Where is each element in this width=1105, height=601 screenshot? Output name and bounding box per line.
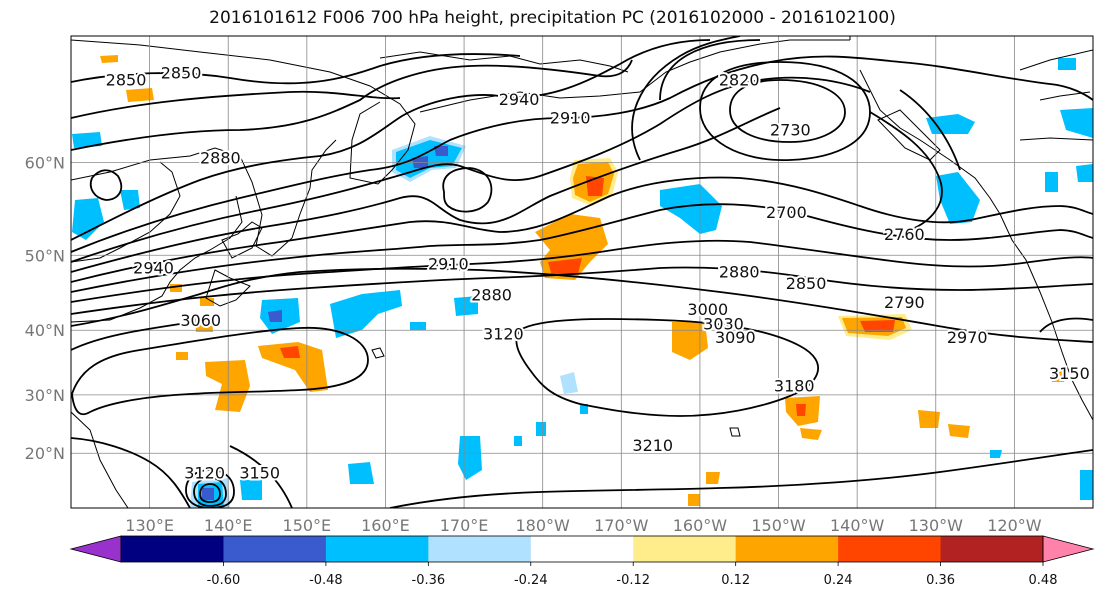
colorbar-segment [735, 536, 839, 562]
contour-label: 2880 [719, 262, 760, 281]
latitude-label: 60°N [25, 154, 65, 173]
contour-label: 2910 [428, 254, 469, 273]
map-area: 2850 2850 2940 2910 2820 2730 2880 2700 2760 2940… [71, 36, 1105, 508]
contour-label: 2790 [884, 293, 925, 312]
longitude-label: 170°E [440, 516, 489, 535]
colorbar-segment [325, 536, 429, 562]
colorbar-segment [838, 536, 942, 562]
latitude-labels: 60°N 50°N 40°N 30°N 20°N [25, 154, 65, 464]
colorbar-segment [633, 536, 737, 562]
colorbar-tick-label: -0.36 [412, 573, 446, 588]
longitude-label: 130°W [909, 516, 964, 535]
longitude-label: 150°W [751, 516, 806, 535]
map-frame [70, 35, 1094, 509]
longitude-label: 140°W [830, 516, 885, 535]
map-title: 2016101612 F006 700 hPa height, precipit… [209, 8, 896, 28]
colorbar-segment [121, 536, 224, 562]
contour-label: 3180 [774, 377, 815, 396]
colorbar-tick-label: 0.36 [926, 573, 955, 588]
longitude-label: 180°W [516, 516, 571, 535]
colorbar-tick-label: -0.48 [309, 573, 343, 588]
longitude-labels: 130°E 140°E 150°E 160°E 170°E 180°W 170°W 160°W… [125, 516, 1041, 535]
contour-label: 2700 [766, 203, 807, 222]
contour-label: 2910 [550, 109, 591, 128]
contour-label: 3090 [715, 328, 756, 347]
latitude-label: 20°N [25, 444, 65, 463]
longitude-label: 150°E [283, 516, 332, 535]
contour-label: 3000 [687, 300, 728, 319]
contour-label: 2760 [884, 225, 925, 244]
contour-label: 2940 [133, 258, 174, 277]
colorbar-tick-label: 0.12 [721, 573, 750, 588]
latitude-label: 30°N [25, 386, 65, 405]
contour-label: 2850 [786, 274, 827, 293]
precipitation-shading [72, 55, 1093, 508]
latitude-label: 40°N [25, 321, 65, 340]
colorbar-tick-label: 0.24 [824, 573, 853, 588]
colorbar-extend-low [69, 535, 122, 563]
precip-positive-areas [100, 55, 1066, 506]
contour-label: 2940 [499, 90, 540, 109]
colorbar-segment [940, 536, 1044, 562]
contour-label: 2880 [200, 148, 241, 167]
colorbar-tick-label: 0.48 [1029, 573, 1058, 588]
colorbar-tick-label: -0.24 [514, 573, 548, 588]
contour-label: 820 [1101, 164, 1105, 183]
contour-label: 3210 [632, 436, 673, 455]
longitude-label: 160°W [673, 516, 728, 535]
colorbar-extend-high [1042, 535, 1095, 563]
colorbar-outline [120, 535, 1044, 563]
colorbar-tick-label: -0.60 [207, 573, 241, 588]
colorbar-segment [223, 536, 327, 562]
coastlines [71, 36, 1093, 508]
colorbar: -0.60 -0.48 -0.36 -0.24 -0.12 0.12 0.24 0.36 0.4… [69, 535, 1095, 588]
contour-label: 2730 [770, 120, 811, 139]
longitude-label: 120°W [987, 516, 1042, 535]
contour-label: 2820 [719, 70, 760, 89]
contour-label: 2970 [947, 328, 988, 347]
contour-label: 3150 [1049, 364, 1090, 383]
contour-label: 3060 [180, 311, 221, 330]
colorbar-segment [428, 536, 532, 562]
contour-label: 2850 [161, 63, 202, 82]
contour-label: 3120 [483, 325, 524, 344]
contour-labels: 2850 2850 2940 2910 2820 2730 2880 2700 2760 2940… [104, 61, 1105, 484]
latitude-label: 50°N [25, 246, 65, 265]
longitude-label: 160°E [361, 516, 410, 535]
contour-label: 3120 [184, 464, 225, 483]
contour-label: 2850 [106, 70, 147, 89]
colorbar-tick-label: -0.12 [616, 573, 650, 588]
longitude-label: 130°E [125, 516, 174, 535]
contour-label: 3150 [239, 464, 280, 483]
longitude-label: 140°E [204, 516, 253, 535]
contour-label: 3030 [703, 314, 744, 333]
longitude-label: 170°W [594, 516, 649, 535]
colorbar-segment [530, 536, 634, 562]
contour-label: 2880 [471, 285, 512, 304]
height-contours [71, 36, 1093, 508]
precip-negative-areas [72, 58, 1093, 508]
